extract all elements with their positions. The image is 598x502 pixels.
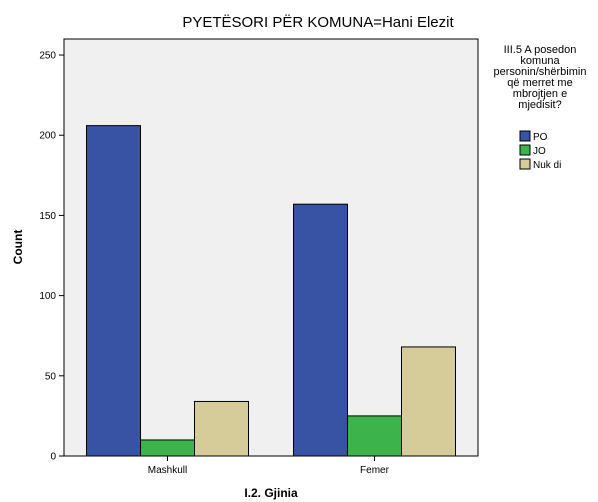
y-tick-label-5: 250 xyxy=(39,51,56,62)
legend-swatch-po xyxy=(519,130,531,142)
legend-swatch-jo xyxy=(519,144,531,156)
legend-label-jo: JO xyxy=(533,146,546,157)
x-axis-title: I.2. Gjinia xyxy=(244,486,298,500)
bar-po-mashkull xyxy=(86,125,141,457)
legend-swatch-nuk-di xyxy=(519,158,531,170)
bars-layer xyxy=(86,125,456,457)
legend-title-line-1: komuna xyxy=(520,55,560,67)
y-tick-label-4: 200 xyxy=(39,131,56,142)
x-tick-label-1: Femer xyxy=(360,465,390,476)
legend-label-po: PO xyxy=(533,132,548,143)
y-axis-title: Count xyxy=(11,230,25,265)
bar-jo-mashkull xyxy=(140,439,195,457)
y-tick-label-3: 150 xyxy=(39,211,56,222)
legend: III.5 A posedonkomunapersonin/shërbiminq… xyxy=(494,44,587,171)
x-tick-label-0: Mashkull xyxy=(148,465,187,476)
legend-title-line-5: mjedisit? xyxy=(518,99,561,111)
legend-title-line-0: III.5 A posedon xyxy=(504,44,577,56)
y-tick-label-2: 100 xyxy=(39,291,56,302)
bar-po-femer xyxy=(293,203,348,457)
chart-title: PYETËSORI PËR KOMUNA=Hani Elezit xyxy=(182,14,454,31)
legend-title-line-2: personin/shërbimin xyxy=(494,66,587,78)
legend-title-line-3: që merret me xyxy=(507,77,572,89)
legend-title-line-4: mbrojtjen e xyxy=(513,88,567,100)
bar-nuk-di-mashkull xyxy=(194,400,249,457)
y-tick-label-0: 0 xyxy=(50,452,56,463)
y-axis: 0 50 100 150 200 250 xyxy=(39,51,64,463)
bar-nuk-di-femer xyxy=(401,346,456,457)
bar-jo-femer xyxy=(347,415,402,457)
y-tick-label-1: 50 xyxy=(45,371,57,382)
x-axis: Mashkull Femer xyxy=(148,456,390,476)
legend-label-nuk-di: Nuk di xyxy=(533,160,561,171)
